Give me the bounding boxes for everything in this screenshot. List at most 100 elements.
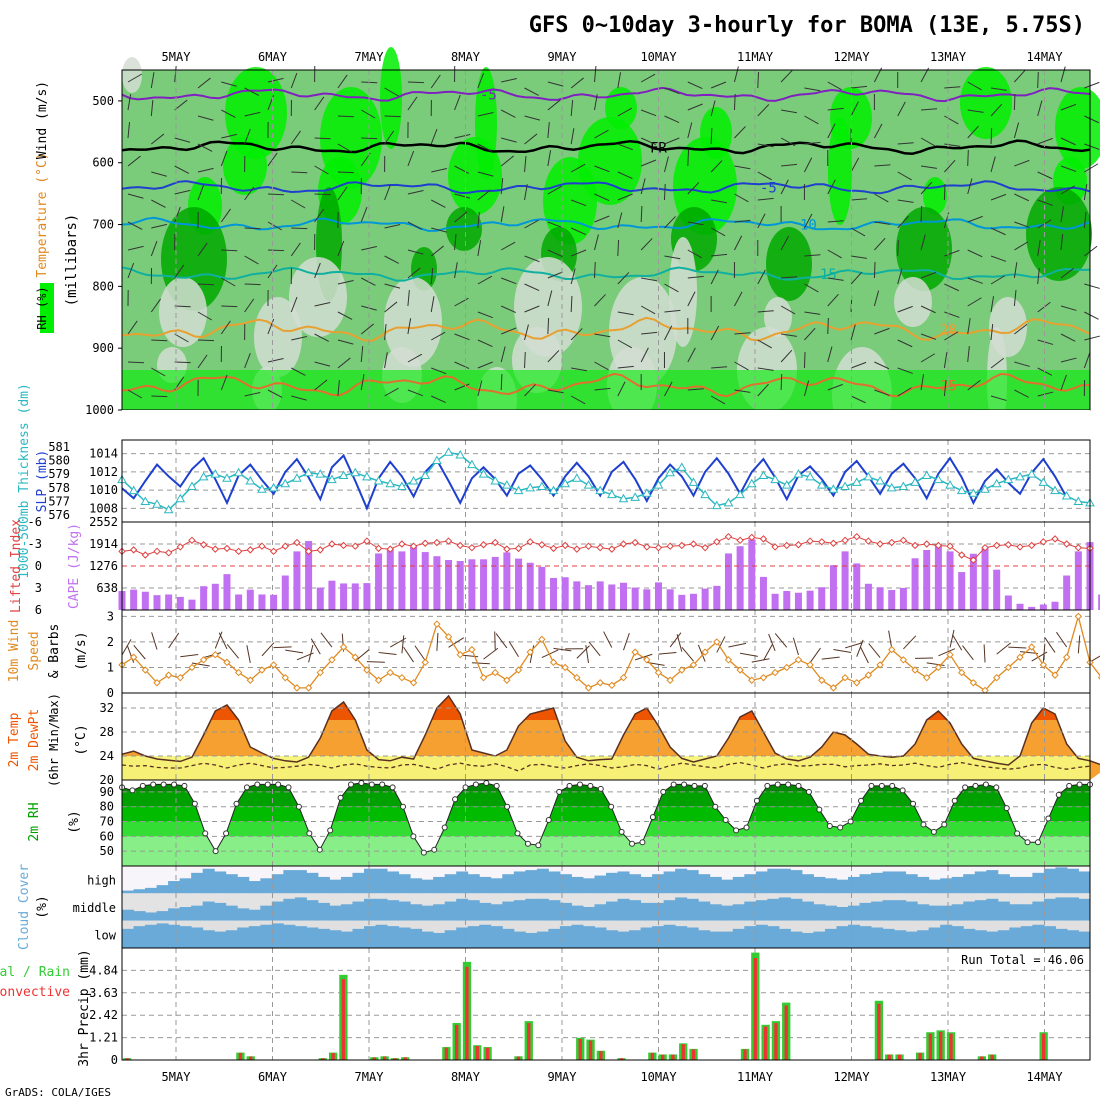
wind-barb: [407, 290, 410, 307]
thickness-point: [467, 459, 477, 469]
cape-bar: [829, 565, 837, 610]
precip-convective-bar: [321, 1058, 325, 1060]
lifted-index-point: [468, 543, 476, 552]
cloud-bar: [329, 879, 342, 894]
wind-barb: [664, 283, 679, 293]
rh-point: [1045, 815, 1052, 822]
wind-barb: [850, 395, 866, 404]
wind-barb-10m: [308, 644, 314, 663]
wind-barb: [780, 235, 790, 251]
wind-barb: [594, 261, 596, 279]
wind-speed-point: [771, 668, 779, 677]
cloud-bar: [732, 876, 745, 894]
rh-point: [868, 782, 875, 789]
wind-barb-10m: [623, 632, 630, 651]
cloud-bar: [767, 868, 780, 894]
wind-speed-point: [853, 679, 861, 687]
wind-barb: [500, 206, 505, 223]
cloud-bar: [179, 878, 192, 894]
cloud-bar: [1032, 872, 1045, 894]
wind-barb: [547, 317, 550, 335]
legend-total-rain: Total / Rain: [0, 965, 70, 980]
thickness-point: [758, 470, 769, 480]
date-label-top: 11MAY: [737, 50, 774, 64]
wind-barb-10m: [903, 635, 917, 650]
wind-speed-point: [211, 650, 220, 659]
cloud-bar: [456, 871, 469, 894]
wind-barb: [781, 276, 798, 279]
cloud-bar: [790, 870, 803, 894]
isotherm-label: -5: [760, 180, 777, 196]
cape-bar: [386, 548, 394, 610]
cloud-bar: [871, 872, 884, 894]
wind-barb: [990, 87, 1007, 91]
rh-point: [1055, 791, 1062, 798]
precip-convective-bar: [125, 1058, 129, 1060]
wind-speed-point: [1039, 661, 1048, 669]
wind-barb: [710, 160, 723, 173]
thickness-point: [385, 478, 396, 488]
wind-barb: [967, 149, 969, 167]
date-label-top: 9MAY: [548, 50, 578, 64]
lifted-index-point: [549, 544, 558, 553]
cloud-bar: [801, 901, 814, 921]
wind-barb: [617, 272, 630, 285]
cloud-bar: [340, 876, 353, 894]
wind-barb: [663, 183, 666, 201]
wind-barb: [827, 81, 842, 91]
wind-barb-10m: [180, 654, 199, 658]
wind-speed-point: [386, 668, 394, 677]
rh-point: [889, 782, 896, 789]
wind-barb: [803, 380, 810, 397]
cloud-bar: [306, 927, 319, 948]
precip-convective-bar: [516, 1056, 521, 1060]
wind-barb: [477, 275, 493, 285]
lifted-index-point: [678, 541, 686, 550]
wind-barb: [827, 383, 843, 391]
wind-barb: [1037, 391, 1054, 397]
wind-barb: [897, 239, 899, 257]
cloud-bar: [767, 926, 780, 948]
wind-barb: [524, 255, 540, 263]
isotherm-line: [121, 180, 1091, 195]
wind-speed-point: [818, 676, 826, 684]
wind-speed-point: [946, 650, 954, 659]
wind-speed-point: [992, 673, 1001, 682]
cloud-bar: [536, 898, 549, 921]
rh-region: [766, 227, 812, 301]
thickness-point: [851, 477, 862, 486]
wind-barb: [197, 354, 208, 369]
cloud-bar: [594, 927, 607, 948]
precip-convective-bar: [403, 1057, 407, 1060]
axis-label: RH (%): [35, 286, 49, 329]
lifted-index-point: [771, 543, 779, 551]
cape-bar: [748, 539, 756, 610]
cloud-bar: [686, 898, 699, 921]
cloud-bar: [237, 908, 250, 921]
wind-barb: [430, 296, 435, 313]
wind-barb: [873, 123, 883, 139]
wind-barb: [337, 143, 353, 153]
wind-barb: [407, 96, 418, 111]
wind-barb: [197, 311, 213, 321]
lifted-index-point: [304, 547, 313, 556]
cape-bar: [783, 591, 791, 610]
axis-label: 2m DewPt: [27, 709, 42, 772]
cloud-bar: [917, 904, 930, 921]
thickness-point: [338, 470, 349, 480]
wind-barb: [430, 74, 441, 89]
thickness-point: [735, 489, 745, 499]
rh-line: [121, 782, 1090, 854]
wind-barb: [687, 249, 703, 259]
cape-bar: [958, 572, 966, 610]
thickness-tick-label: 579: [48, 467, 70, 481]
wind-barb: [150, 240, 158, 257]
wind-barb: [781, 163, 798, 167]
wind-barb: [174, 305, 191, 308]
cape-bar: [1051, 601, 1059, 610]
wind-speed-point: [269, 661, 278, 669]
wind-barb: [221, 305, 238, 308]
rh-point: [722, 817, 729, 824]
date-label-top: 8MAY: [451, 50, 481, 64]
wind-barb: [314, 137, 331, 140]
